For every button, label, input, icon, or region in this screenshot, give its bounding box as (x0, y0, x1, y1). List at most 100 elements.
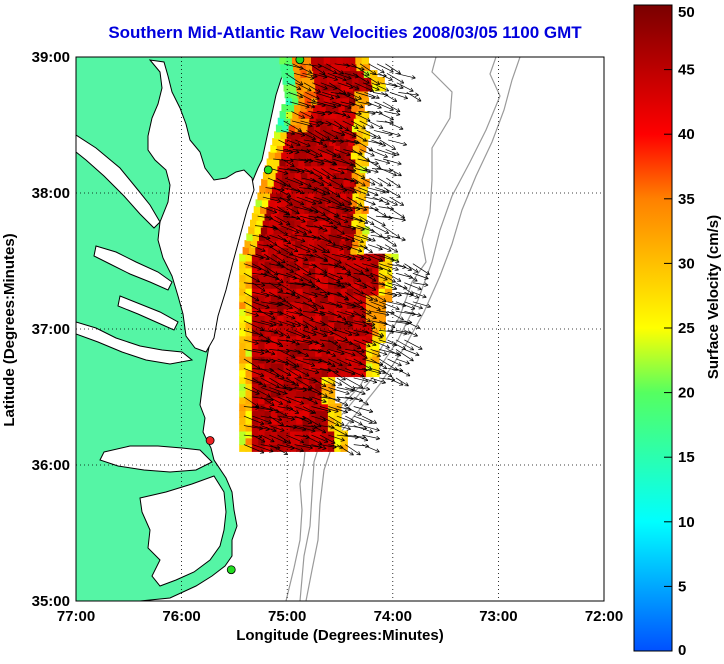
x-tick-label: 73:00 (479, 608, 517, 625)
velocity-cell (246, 233, 253, 241)
velocity-cell (281, 152, 288, 160)
velocity-cell (303, 84, 310, 92)
velocity-cell (239, 288, 246, 296)
velocity-cell (305, 57, 312, 65)
velocity-cell (366, 288, 373, 296)
velocity-cell (315, 261, 322, 269)
x-tick-label: 72:00 (585, 608, 623, 625)
velocity-cell (328, 295, 335, 303)
velocity-cell (257, 193, 264, 201)
velocity-cell (343, 57, 350, 65)
colorbar-tick-label: 25 (678, 320, 695, 337)
velocity-cell (281, 104, 288, 112)
x-tick-label: 77:00 (57, 608, 95, 625)
velocity-cell (328, 301, 335, 309)
velocity-cell (239, 254, 246, 262)
velocity-cell (239, 369, 246, 377)
velocity-cell (276, 240, 283, 248)
colorbar-tick-label: 30 (678, 255, 695, 272)
velocity-cell (349, 111, 356, 119)
velocity-cell (239, 437, 246, 445)
velocity-cell (246, 437, 253, 445)
velocity-cell (316, 50, 323, 58)
velocity-cell (340, 193, 347, 201)
velocity-cell (322, 315, 329, 323)
velocity-cell (259, 186, 266, 194)
velocity-cell (303, 342, 310, 350)
velocity-cell (265, 376, 272, 384)
velocity-cell (239, 295, 246, 303)
velocity-cell (330, 111, 337, 119)
velocity-cell (256, 199, 263, 207)
velocity-cell (315, 145, 322, 153)
velocity-cell (246, 322, 253, 330)
velocity-cell (239, 376, 246, 384)
velocity-cell (347, 274, 354, 282)
velocity-cell (296, 390, 303, 398)
velocity-cell (239, 335, 246, 343)
y-tick-label: 39:00 (32, 49, 70, 66)
velocity-cell (284, 84, 291, 92)
velocity-cell (379, 288, 386, 296)
velocity-cell (239, 329, 246, 337)
velocity-cell (313, 104, 320, 112)
velocity-cell (258, 342, 265, 350)
velocity-cell (336, 57, 343, 65)
velocity-cell (309, 342, 316, 350)
velocity-cell (248, 227, 255, 235)
velocity-cell (250, 220, 257, 228)
velocity-cell (246, 301, 253, 309)
velocity-cell (303, 390, 310, 398)
velocity-cell (284, 424, 291, 432)
velocity-cell (272, 138, 279, 146)
velocity-cell (353, 145, 360, 153)
velocity-cell (246, 295, 253, 303)
velocity-cell (249, 247, 256, 255)
velocity-cell (281, 70, 288, 78)
velocity-cell (322, 281, 329, 289)
radar-site-marker (227, 566, 235, 574)
velocity-cell (291, 50, 298, 58)
velocity-cell (299, 227, 306, 235)
velocity-cell (255, 247, 262, 255)
velocity-cell (296, 342, 303, 350)
x-tick-label: 74:00 (374, 608, 412, 625)
velocity-cell (252, 213, 259, 221)
velocity-cell (341, 342, 348, 350)
velocity-cell (348, 50, 355, 58)
velocity-cell (295, 240, 302, 248)
velocity-cell (293, 179, 300, 187)
velocity-cell (322, 410, 329, 418)
velocity-cell (310, 50, 317, 58)
velocity-cell (246, 288, 253, 296)
velocity-cell (306, 199, 313, 207)
velocity-cell (239, 431, 246, 439)
velocity-cell (286, 57, 293, 65)
velocity-cell (290, 397, 297, 405)
velocity-cell (328, 397, 335, 405)
velocity-cell (246, 410, 253, 418)
y-tick-label: 37:00 (32, 321, 70, 338)
velocity-cell (329, 50, 336, 58)
velocity-cell (290, 281, 297, 289)
velocity-cell (239, 390, 246, 398)
x-tick-label: 75:00 (268, 608, 306, 625)
colorbar-tick-label: 35 (678, 191, 695, 208)
velocity-cell (303, 376, 310, 384)
velocity-cell (277, 145, 284, 153)
velocity-cell (327, 145, 334, 153)
velocity-cell (253, 233, 260, 241)
velocity-cell (379, 315, 386, 323)
velocity-cell (239, 403, 246, 411)
colorbar-tick-label: 45 (678, 62, 695, 79)
velocity-cell (285, 50, 292, 58)
velocity-cell (311, 57, 318, 65)
velocity-cell (239, 349, 246, 357)
velocity-cell (310, 91, 317, 99)
velocity-cell (296, 431, 303, 439)
colorbar-tick-label: 40 (678, 126, 695, 143)
velocity-cell (239, 424, 246, 432)
velocity-cell (317, 57, 324, 65)
